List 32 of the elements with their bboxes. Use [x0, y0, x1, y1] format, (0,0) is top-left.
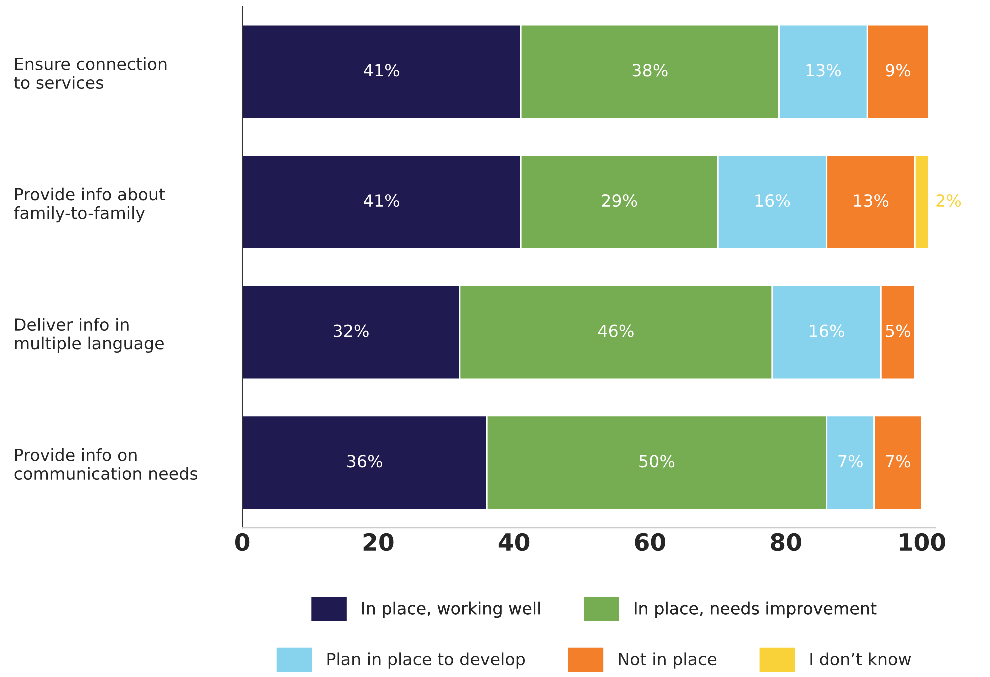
x-tick-label: 40: [498, 533, 530, 552]
data-label: 7%: [838, 455, 863, 468]
legend-label: In place, working well: [362, 602, 540, 618]
x-tick-label: 80: [771, 533, 802, 552]
data-label: 41%: [364, 64, 400, 77]
y-tick-label: Deliver info in multiple language: [15, 318, 164, 353]
y-tick-label: Provide info on communication needs: [14, 448, 198, 480]
x-tick-label: 60: [635, 533, 666, 552]
data-label: 38%: [632, 64, 668, 77]
x-tick-label: 20: [364, 533, 394, 552]
data-label: 5%: [886, 324, 910, 338]
x-tick-label: 0: [235, 533, 250, 552]
legend-label: Not in place: [619, 652, 717, 669]
y-tick-label: Ensure connection to services: [14, 58, 167, 90]
data-label: 29%: [602, 194, 638, 208]
data-label: 41%: [364, 194, 400, 208]
data-label: 13%: [806, 64, 842, 77]
legend-label: I don’t know: [810, 652, 912, 666]
data-label: 2%: [936, 194, 962, 208]
legend-label: Plan in place to develop: [328, 652, 526, 669]
data-label: 32%: [334, 324, 369, 338]
data-label: 7%: [886, 455, 910, 468]
x-tick-label: 100: [900, 533, 946, 552]
y-tick-label: Provide info about family-to-family: [14, 188, 166, 223]
data-label: 16%: [756, 194, 790, 208]
data-label: 9%: [886, 64, 910, 77]
data-label: 50%: [640, 455, 675, 468]
data-label: 16%: [810, 324, 844, 338]
data-label: 46%: [598, 324, 634, 338]
legend-label: In place, needs improvement: [635, 602, 877, 618]
data-label: 36%: [348, 455, 382, 468]
data-label: 13%: [854, 194, 889, 208]
